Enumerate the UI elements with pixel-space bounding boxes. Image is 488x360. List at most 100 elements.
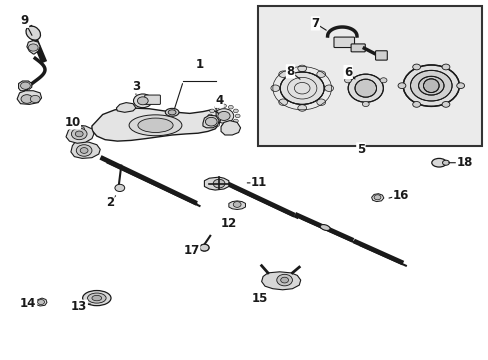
- Ellipse shape: [320, 225, 329, 230]
- Ellipse shape: [233, 109, 238, 113]
- Ellipse shape: [412, 102, 420, 107]
- Ellipse shape: [228, 123, 233, 126]
- Ellipse shape: [214, 105, 219, 109]
- Text: 18: 18: [455, 156, 472, 169]
- Circle shape: [21, 95, 33, 103]
- Ellipse shape: [397, 83, 405, 89]
- Ellipse shape: [347, 74, 383, 102]
- Polygon shape: [203, 115, 219, 128]
- Text: 5: 5: [356, 143, 364, 156]
- Ellipse shape: [87, 293, 106, 303]
- Ellipse shape: [379, 78, 386, 83]
- FancyBboxPatch shape: [333, 37, 354, 48]
- Ellipse shape: [442, 160, 448, 165]
- Ellipse shape: [165, 108, 179, 116]
- Polygon shape: [92, 108, 221, 141]
- Polygon shape: [66, 125, 94, 143]
- Ellipse shape: [235, 114, 240, 118]
- Ellipse shape: [278, 99, 287, 105]
- Ellipse shape: [324, 85, 333, 91]
- Ellipse shape: [354, 79, 376, 97]
- Ellipse shape: [138, 118, 173, 132]
- Circle shape: [280, 277, 288, 283]
- Text: 16: 16: [392, 189, 408, 202]
- Ellipse shape: [441, 102, 449, 107]
- Circle shape: [38, 300, 44, 305]
- Ellipse shape: [316, 71, 325, 77]
- Ellipse shape: [214, 109, 233, 123]
- Text: 13: 13: [71, 300, 87, 313]
- Text: 17: 17: [183, 244, 200, 257]
- Text: 12: 12: [220, 217, 237, 230]
- Ellipse shape: [297, 65, 306, 72]
- Ellipse shape: [133, 94, 152, 108]
- Polygon shape: [19, 81, 32, 91]
- Text: 4: 4: [215, 94, 223, 107]
- Ellipse shape: [362, 102, 368, 107]
- Ellipse shape: [26, 26, 41, 40]
- Text: 6: 6: [344, 66, 351, 78]
- Ellipse shape: [402, 65, 459, 107]
- Text: 8: 8: [286, 65, 294, 78]
- Circle shape: [80, 148, 88, 153]
- Ellipse shape: [278, 71, 287, 77]
- Polygon shape: [17, 91, 41, 104]
- Ellipse shape: [441, 64, 449, 70]
- Text: 3: 3: [132, 80, 140, 93]
- Text: 14: 14: [20, 297, 37, 310]
- Polygon shape: [71, 141, 100, 158]
- Ellipse shape: [233, 119, 238, 123]
- Ellipse shape: [431, 158, 446, 167]
- Circle shape: [20, 82, 30, 89]
- Ellipse shape: [344, 78, 351, 83]
- Circle shape: [75, 131, 83, 137]
- Text: 1: 1: [195, 58, 203, 71]
- Text: 7: 7: [311, 17, 319, 30]
- Text: 15: 15: [251, 292, 268, 305]
- Text: 9: 9: [20, 14, 28, 27]
- Ellipse shape: [221, 124, 226, 128]
- Ellipse shape: [209, 109, 214, 113]
- FancyBboxPatch shape: [375, 51, 386, 60]
- Polygon shape: [261, 272, 300, 290]
- Polygon shape: [27, 41, 40, 54]
- Circle shape: [205, 117, 217, 126]
- Ellipse shape: [82, 291, 111, 306]
- Circle shape: [30, 95, 40, 103]
- Polygon shape: [371, 194, 383, 202]
- Ellipse shape: [270, 85, 279, 91]
- Circle shape: [233, 202, 241, 207]
- Ellipse shape: [316, 99, 325, 105]
- Ellipse shape: [297, 105, 306, 111]
- FancyBboxPatch shape: [350, 44, 365, 52]
- Ellipse shape: [456, 83, 464, 89]
- Polygon shape: [221, 121, 240, 135]
- Ellipse shape: [412, 64, 420, 70]
- Text: 10: 10: [64, 116, 81, 129]
- Ellipse shape: [207, 114, 212, 118]
- Ellipse shape: [209, 119, 214, 123]
- Ellipse shape: [280, 72, 324, 104]
- Circle shape: [115, 184, 124, 192]
- Circle shape: [71, 128, 87, 140]
- Ellipse shape: [423, 79, 438, 93]
- Ellipse shape: [137, 97, 148, 105]
- Circle shape: [76, 145, 92, 156]
- Bar: [258, 6, 481, 146]
- Ellipse shape: [228, 105, 233, 109]
- Circle shape: [79, 127, 84, 131]
- Ellipse shape: [214, 123, 219, 126]
- Ellipse shape: [221, 104, 226, 108]
- Polygon shape: [204, 177, 228, 190]
- Circle shape: [276, 274, 292, 286]
- Polygon shape: [228, 201, 245, 210]
- Ellipse shape: [410, 71, 451, 101]
- Polygon shape: [77, 127, 86, 131]
- Polygon shape: [116, 103, 136, 112]
- Ellipse shape: [129, 115, 182, 136]
- FancyBboxPatch shape: [144, 95, 160, 104]
- Circle shape: [213, 179, 224, 188]
- Text: 11: 11: [250, 176, 267, 189]
- Ellipse shape: [218, 112, 230, 120]
- Ellipse shape: [168, 110, 176, 115]
